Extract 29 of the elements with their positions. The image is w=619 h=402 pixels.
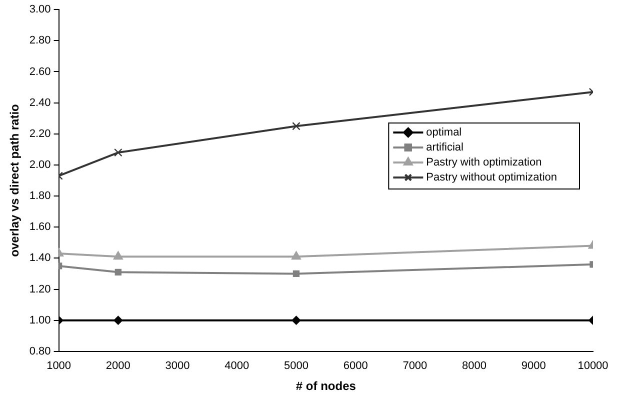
y-tick-label: 2.40 xyxy=(29,96,51,109)
y-tick-label: 1.40 xyxy=(29,252,51,264)
y-tick-label: 1.00 xyxy=(29,314,51,326)
legend-label: optimal xyxy=(426,126,462,139)
y-tick-label: 3.00 xyxy=(29,4,51,16)
point xyxy=(114,268,122,276)
x-tick-label: 9000 xyxy=(521,360,546,372)
x-tick-label: 2000 xyxy=(106,360,130,372)
y-tick-label: 2.80 xyxy=(29,34,51,47)
legend-label: Pastry without optimization xyxy=(426,172,558,184)
x-axis-title: # of nodes xyxy=(296,379,356,394)
y-tick-label: 2.60 xyxy=(29,66,51,78)
x-tick-label: 6000 xyxy=(343,360,368,372)
legend-label: Pastry with optimization xyxy=(426,156,542,169)
y-tick-label: 1.80 xyxy=(29,190,51,202)
x-tick-label: 4000 xyxy=(224,360,250,372)
x-tick-label: 1000 xyxy=(46,360,72,372)
y-tick-label: 1.60 xyxy=(29,221,51,234)
x-tick-label: 10000 xyxy=(578,360,608,372)
legend-label: artificial xyxy=(426,142,464,154)
x-tick-label: 3000 xyxy=(165,360,190,372)
y-tick-label: 2.00 xyxy=(29,158,51,171)
x-tick-label: 8000 xyxy=(462,360,487,372)
x-tick-label: 5000 xyxy=(284,360,308,372)
x-tick-label: 7000 xyxy=(402,360,428,372)
y-tick-label: 2.20 xyxy=(29,128,51,140)
y-tick-label: 0.80 xyxy=(29,345,51,358)
y-tick-label: 1.20 xyxy=(29,283,51,296)
y-axis-title: overlay vs direct path ratio xyxy=(8,104,22,257)
